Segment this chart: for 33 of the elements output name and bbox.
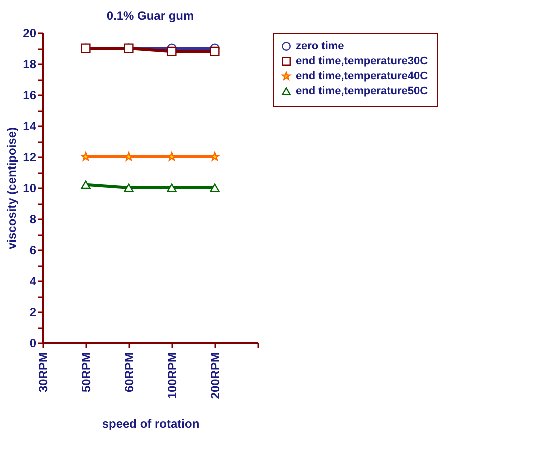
point (81, 180, 91, 190)
y-tick-label: 8 (30, 212, 37, 226)
y-tick-label: 20 (23, 26, 37, 40)
y-tick-label: 14 (23, 120, 37, 134)
x-tick-label: 200RPM (208, 352, 222, 400)
y-tick-label: 12 (23, 150, 37, 164)
y-tick-label: 10 (23, 182, 37, 196)
y-tick-label: 18 (23, 58, 37, 72)
y-tick-label: 6 (30, 244, 37, 258)
point (124, 184, 134, 192)
point (167, 46, 177, 56)
point (167, 152, 177, 161)
x-tick-label: 50RPM (80, 352, 94, 393)
y-tick-label: 16 (23, 88, 37, 102)
y-axis-title: viscosity (centipoise) (5, 127, 20, 250)
legend-label: end time,temperature50C (296, 86, 428, 98)
point (210, 152, 220, 161)
y-tick-label: 2 (30, 306, 37, 320)
x-tick-label: 60RPM (122, 352, 136, 393)
y-tick-label: 0 (30, 336, 37, 350)
legend-label: zero time (296, 40, 344, 52)
point (210, 184, 220, 192)
point (124, 152, 134, 161)
legend-label: end time,temperature30C (296, 56, 428, 68)
point (167, 184, 177, 192)
legend-label: end time,temperature40C (296, 70, 428, 82)
chart-title: 0.1% Guar gum (106, 9, 194, 23)
x-tick-label: 100RPM (166, 352, 180, 400)
x-tick-label: 30RPM (36, 352, 50, 393)
point (210, 46, 220, 56)
y-tick-label: 4 (30, 274, 37, 288)
point (81, 152, 91, 161)
x-axis-title: speed of rotation (102, 417, 200, 432)
